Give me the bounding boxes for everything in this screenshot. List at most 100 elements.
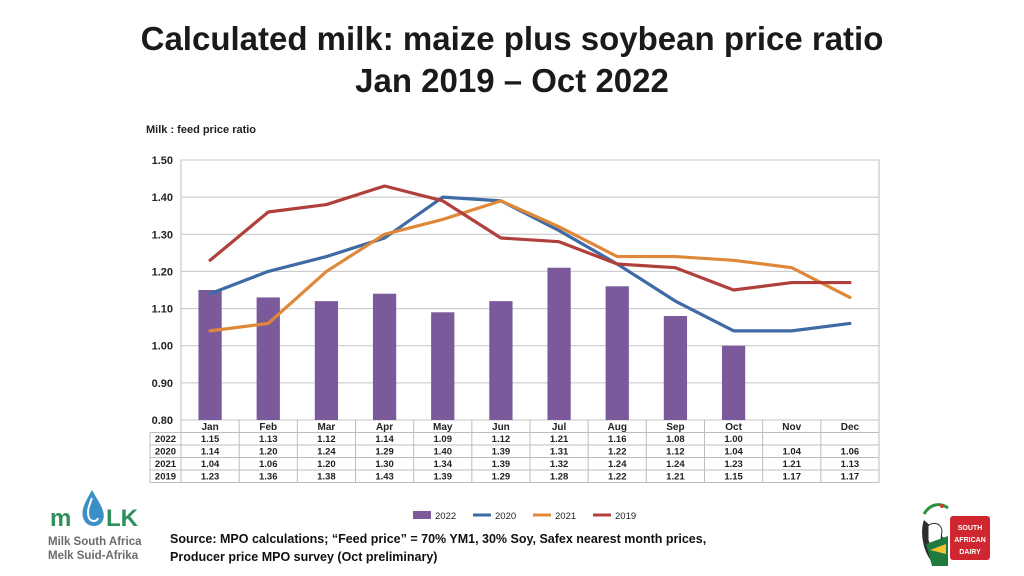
table-cell-value: 1.29 <box>375 447 394 458</box>
logo-text-line2: Melk Suid-Afrika <box>48 550 139 562</box>
logo-text-line1: Milk South Africa <box>48 536 142 548</box>
bar-2022-feb <box>256 297 280 420</box>
table-cell-value: 1.21 <box>550 434 569 445</box>
table-cell-value: 1.16 <box>608 434 627 445</box>
table-cell-value: 1.14 <box>375 434 394 445</box>
table-cell-value: 1.00 <box>724 434 743 445</box>
table-cell-value: 1.09 <box>434 434 453 445</box>
table-cell-value: 1.13 <box>841 459 860 470</box>
bar-2022-mar <box>314 301 339 420</box>
table-cell-value: 1.22 <box>608 447 627 458</box>
y-tick-label: 1.40 <box>152 192 173 204</box>
chart-title-line1: Calculated milk: maize plus soybean pric… <box>140 20 884 57</box>
bar-2022-may <box>431 312 455 420</box>
bar-2022-jul <box>547 267 571 420</box>
table-cell-value: 1.24 <box>608 459 627 470</box>
table-cell-value: 1.31 <box>550 447 569 458</box>
table-cell-value: 1.39 <box>434 472 453 483</box>
table-row-label: 2020 <box>155 447 176 458</box>
chart-title: Calculated milk: maize plus soybean pric… <box>0 18 1024 102</box>
legend-swatch-2022 <box>413 511 431 519</box>
source-note: Source: MPO calculations; “Feed price” =… <box>170 530 706 566</box>
dairy-cow-flag-icon: SOUTH AFRICAN DAIRY <box>922 503 990 566</box>
logo-word-south: SOUTH <box>958 525 983 532</box>
y-tick-label: 1.30 <box>152 229 173 241</box>
bar-2022-sep <box>663 316 688 420</box>
chart-title-line2: Jan 2019 – Oct 2022 <box>355 62 669 99</box>
y-tick-label: 1.20 <box>152 266 173 278</box>
table-cell-value: 1.06 <box>841 447 860 458</box>
table-cell-value: 1.24 <box>317 447 336 458</box>
x-tick-label: Nov <box>782 422 801 433</box>
table-cell-value: 1.15 <box>201 434 220 445</box>
x-tick-label: Mar <box>318 422 336 433</box>
y-tick-label: 1.00 <box>152 341 173 353</box>
table-cell-value: 1.43 <box>375 472 394 483</box>
table-row-label: 2021 <box>155 459 177 470</box>
y-tick-label: 0.80 <box>152 415 173 427</box>
milk-sa-logo: m LK Milk South Africa Melk Suid-Afrika <box>48 486 158 566</box>
table-cell-value: 1.20 <box>259 447 278 458</box>
table-cell-value: 1.23 <box>201 472 220 483</box>
y-tick-label: 0.90 <box>152 378 173 390</box>
table-cell-value: 1.39 <box>492 447 511 458</box>
table-cell-value: 1.23 <box>724 459 743 470</box>
table-cell-value: 1.13 <box>259 434 278 445</box>
table-cell-value: 1.30 <box>375 459 394 470</box>
milk-drop-icon: m LK <box>50 490 139 532</box>
table-row-label: 2019 <box>155 472 176 483</box>
x-tick-label: Feb <box>259 422 277 433</box>
table-cell-value: 1.17 <box>841 472 860 483</box>
table-cell-value: 1.36 <box>259 472 278 483</box>
legend-label-2022: 2022 <box>435 511 456 522</box>
x-tick-label: Apr <box>376 422 393 433</box>
table-cell-value: 1.12 <box>317 434 336 445</box>
table-cell-value: 1.14 <box>201 447 220 458</box>
svg-text:LK: LK <box>106 505 139 532</box>
logo-word-dairy: DAIRY <box>959 549 981 556</box>
source-line2: Producer price MPO survey (Oct prelimina… <box>170 550 438 564</box>
south-african-dairy-logo: SOUTH AFRICAN DAIRY <box>918 500 992 570</box>
x-tick-label: Dec <box>841 422 860 433</box>
bar-2022-oct <box>721 345 746 420</box>
line-series-2019 <box>208 184 852 292</box>
y-tick-label: 1.10 <box>152 304 173 316</box>
y-axis-label: Milk : feed price ratio <box>146 124 257 136</box>
table-cell-value: 1.39 <box>492 459 511 470</box>
x-tick-label: Sep <box>666 422 684 433</box>
line-series-2020 <box>208 195 852 333</box>
x-tick-label: Jul <box>552 422 567 433</box>
legend-label-2021: 2021 <box>555 511 576 522</box>
line-series-2021 <box>208 199 852 333</box>
svg-text:m: m <box>50 505 71 532</box>
table-cell-value: 1.34 <box>434 459 453 470</box>
table-cell-value: 1.15 <box>724 472 743 483</box>
table-cell-value: 1.12 <box>492 434 511 445</box>
bar-2022-jan <box>198 290 222 420</box>
table-row-label: 2022 <box>155 434 176 445</box>
bar-2022-apr <box>372 293 397 420</box>
table-cell-value: 1.04 <box>201 459 220 470</box>
table-cell-value: 1.08 <box>666 434 685 445</box>
table-cell-value: 1.17 <box>783 472 802 483</box>
plot-area <box>180 159 880 421</box>
source-line1: Source: MPO calculations; “Feed price” =… <box>170 532 707 546</box>
table-cell-value: 1.21 <box>783 459 802 470</box>
table-cell-value: 1.29 <box>492 472 511 483</box>
x-tick-label: Jun <box>492 422 510 433</box>
table-cell-value: 1.21 <box>666 472 685 483</box>
x-tick-label: Oct <box>725 422 742 433</box>
x-tick-label: May <box>433 422 453 433</box>
logo-word-african: AFRICAN <box>954 537 986 544</box>
x-tick-label: Jan <box>201 422 218 433</box>
table-cell-value: 1.32 <box>550 459 569 470</box>
table-cell-value: 1.38 <box>317 472 336 483</box>
legend-label-2019: 2019 <box>615 511 636 522</box>
bar-2022-jun <box>489 301 513 420</box>
table-cell-value: 1.12 <box>666 447 685 458</box>
table-cell-value: 1.24 <box>666 459 685 470</box>
table-cell-value: 1.20 <box>317 459 336 470</box>
table-cell-value: 1.22 <box>608 472 627 483</box>
table-cell-value: 1.04 <box>783 447 802 458</box>
